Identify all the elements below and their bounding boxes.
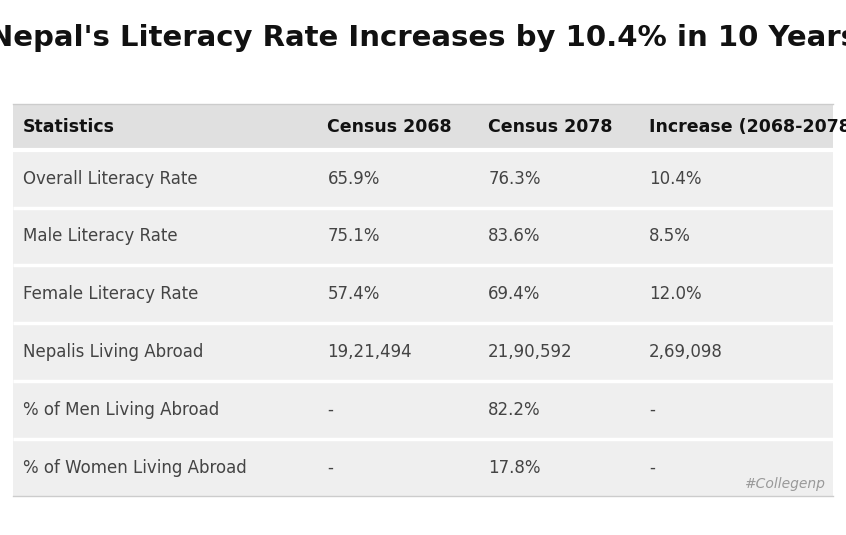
Text: Female Literacy Rate: Female Literacy Rate — [23, 285, 198, 303]
Text: 75.1%: 75.1% — [327, 227, 380, 246]
Text: 12.0%: 12.0% — [649, 285, 701, 303]
Text: 69.4%: 69.4% — [488, 285, 541, 303]
Text: Census 2078: Census 2078 — [488, 118, 613, 136]
Text: 65.9%: 65.9% — [327, 170, 380, 188]
Text: -: - — [649, 401, 655, 419]
Text: #Collegenp: #Collegenp — [744, 477, 825, 491]
Text: % of Women Living Abroad: % of Women Living Abroad — [23, 458, 246, 477]
Text: Increase (2068-2078): Increase (2068-2078) — [649, 118, 846, 136]
Text: -: - — [327, 458, 333, 477]
Text: Statistics: Statistics — [23, 118, 115, 136]
Text: -: - — [327, 401, 333, 419]
Text: 57.4%: 57.4% — [327, 285, 380, 303]
Text: Nepal's Literacy Rate Increases by 10.4% in 10 Years: Nepal's Literacy Rate Increases by 10.4%… — [0, 24, 846, 52]
Text: 19,21,494: 19,21,494 — [327, 343, 412, 361]
Text: 76.3%: 76.3% — [488, 170, 541, 188]
Text: 17.8%: 17.8% — [488, 458, 541, 477]
Text: Male Literacy Rate: Male Literacy Rate — [23, 227, 178, 246]
Text: 83.6%: 83.6% — [488, 227, 541, 246]
Text: 2,69,098: 2,69,098 — [649, 343, 722, 361]
Text: 21,90,592: 21,90,592 — [488, 343, 573, 361]
Text: 8.5%: 8.5% — [649, 227, 690, 246]
Text: 10.4%: 10.4% — [649, 170, 701, 188]
Text: Nepalis Living Abroad: Nepalis Living Abroad — [23, 343, 203, 361]
Text: Overall Literacy Rate: Overall Literacy Rate — [23, 170, 197, 188]
Text: % of Men Living Abroad: % of Men Living Abroad — [23, 401, 219, 419]
Text: 82.2%: 82.2% — [488, 401, 541, 419]
Text: -: - — [649, 458, 655, 477]
Text: Census 2068: Census 2068 — [327, 118, 452, 136]
